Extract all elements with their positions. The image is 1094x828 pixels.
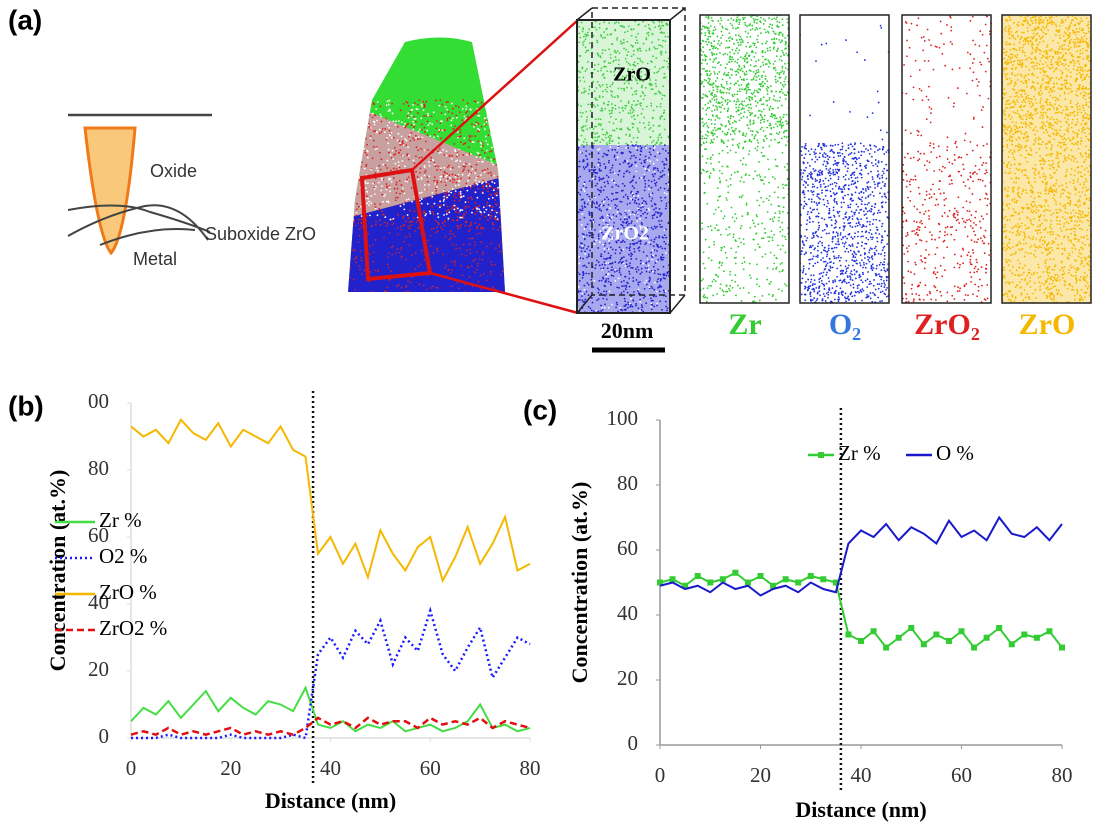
panel-label: (b) [8,390,44,421]
element-maps: ZrO₂ZrO₂ZrO [699,14,1092,341]
y-tick-label: 80 [88,456,109,480]
element-map [901,15,992,303]
y-tick-label: 40 [617,601,638,625]
y-tick-label: 0 [628,731,639,755]
point [858,638,864,644]
schematic-label: Oxide [150,161,197,181]
y-tick-label: 100 [607,406,639,430]
point [820,576,826,582]
x-tick-label: 60 [951,763,972,787]
box-label: ZrO [613,64,651,86]
point [670,576,676,582]
point [908,625,914,631]
y-tick-label: 0 [99,724,110,748]
panel-label: (a) [8,4,42,35]
point [845,632,851,638]
point [933,632,939,638]
panel-label: (c) [523,394,557,425]
element-map [1001,14,1092,304]
x-tick-label: 40 [320,756,341,780]
tip-box: ZrO ZrO2 [576,8,685,314]
point [1059,645,1065,651]
box-label: ZrO2 [601,223,649,245]
point [959,628,965,634]
point [1046,628,1052,634]
series-line [131,420,530,581]
point [695,573,701,579]
point [1034,635,1040,641]
point [745,580,751,586]
x-tick-label: 80 [1052,763,1073,787]
legend-marker [818,452,824,458]
y-tick-label: 60 [617,536,638,560]
map-label: O₂ [829,308,861,341]
legend-label: ZrO % [99,580,157,604]
schematic-label: Suboxide ZrO [205,224,316,244]
point [808,573,814,579]
point [883,645,889,651]
legend-label: Zr % [99,508,142,532]
legend-label: ZrO2 % [99,616,167,640]
x-tick-label: 80 [520,756,541,780]
x-axis-label: Distance (nm) [265,788,396,813]
x-tick-label: 0 [126,756,137,780]
legend-label: O % [936,441,974,465]
x-tick-label: 0 [655,763,666,787]
x-axis-label: Distance (nm) [795,797,926,822]
element-map [799,15,890,304]
legend-label: O2 % [99,544,147,568]
series-line [131,718,530,735]
point [783,576,789,582]
point [896,635,902,641]
series-line [660,518,1062,596]
y-tick-label: 80 [617,471,638,495]
map-label: ZrO [1019,308,1076,341]
x-tick-label: 20 [220,756,241,780]
x-tick-label: 60 [420,756,441,780]
point [871,628,877,634]
schematic-label: Metal [133,249,177,269]
point [1009,641,1015,647]
x-tick-label: 40 [851,763,872,787]
point [1021,632,1027,638]
point [707,580,713,586]
point [946,638,952,644]
point [996,625,1002,631]
point [921,641,927,647]
scale-label: 20nm [601,318,654,343]
point [720,576,726,582]
schematic: Oxide Suboxide ZrO Metal [68,115,316,269]
y-axis-label: Concentration (at.%) [45,470,70,672]
element-map [699,14,790,303]
legend-label: Zr % [838,441,881,465]
y-tick-label: 00 [88,389,109,413]
charts: 02040608000020406080Distance (nm)Concent… [45,389,1072,822]
x-tick-label: 20 [750,763,771,787]
map-label: Zr [728,308,761,341]
point [758,573,764,579]
y-tick-label: 20 [617,666,638,690]
map-label: ZrO₂ [914,308,980,341]
point [984,635,990,641]
point [971,645,977,651]
point [732,570,738,576]
y-axis-label: Concentration (at.%) [567,482,592,684]
point [795,580,801,586]
y-tick-label: 20 [88,657,109,681]
